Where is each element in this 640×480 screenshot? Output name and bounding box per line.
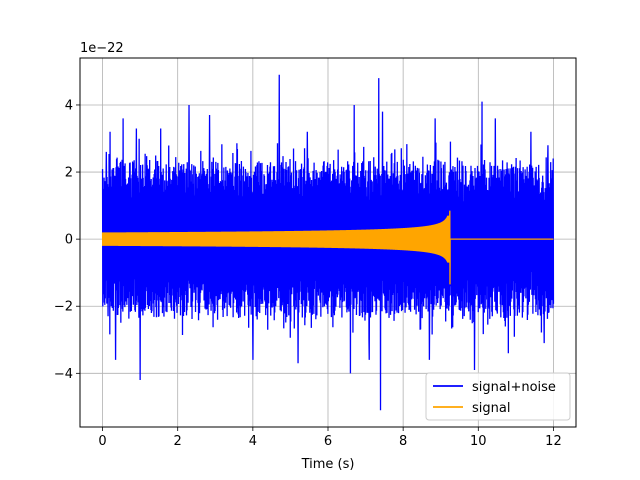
series-line-signal — [101, 210, 554, 285]
y-tick-label: 2 — [65, 166, 73, 181]
legend-label-signal: signal — [472, 401, 510, 416]
x-tick-label: 6 — [324, 434, 332, 449]
x-axis-label: Time (s) — [301, 457, 355, 472]
x-tick-label: 8 — [399, 434, 407, 449]
y-tick-label: −4 — [54, 367, 73, 382]
legend-label-signal-noise: signal+noise — [472, 380, 556, 395]
x-axis: 0 2 4 6 8 10 12 — [98, 427, 562, 449]
x-tick-label: 2 — [174, 434, 182, 449]
x-tick-label: 0 — [98, 434, 106, 449]
series-layer — [101, 74, 555, 411]
legend: signal+noise signal — [425, 372, 571, 421]
y-tick-label: 0 — [65, 233, 73, 248]
x-tick-label: 4 — [249, 434, 257, 449]
legend-box — [425, 372, 571, 421]
x-tick-label: 10 — [470, 434, 487, 449]
y-axis: −4 −2 0 2 4 — [54, 98, 80, 382]
y-tick-label: −2 — [54, 300, 73, 315]
x-tick-label: 12 — [545, 434, 562, 449]
y-offset-label: 1e−22 — [80, 41, 124, 56]
y-tick-label: 4 — [65, 98, 73, 113]
